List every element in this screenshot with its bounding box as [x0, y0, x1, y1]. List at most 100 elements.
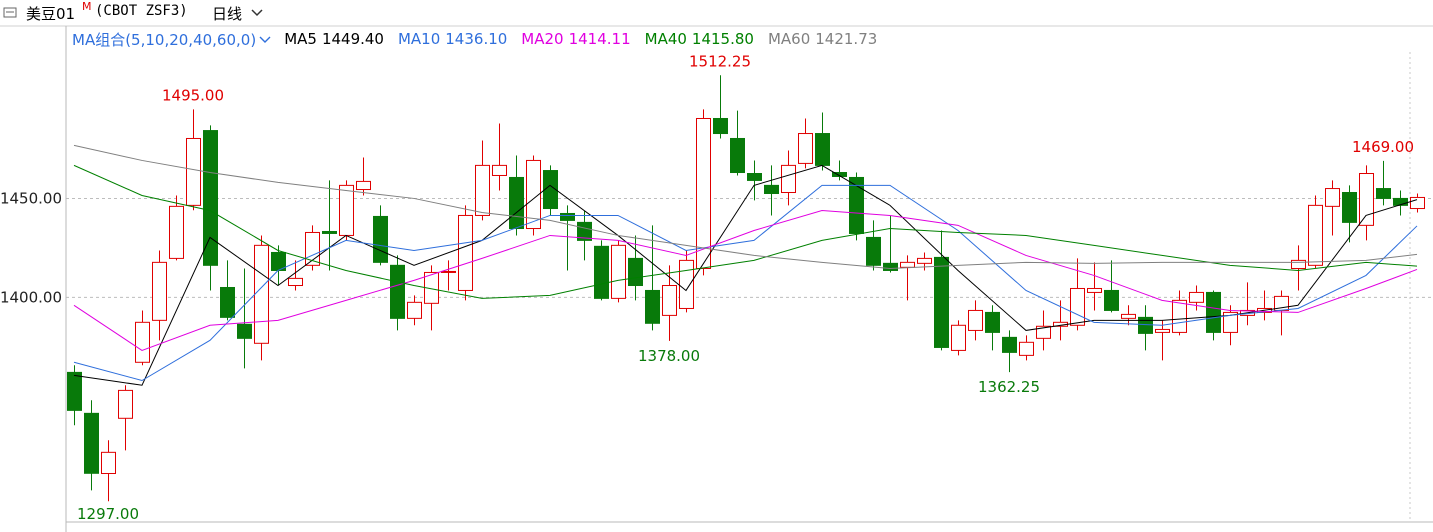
candle-body	[1002, 336, 1017, 353]
candle-body	[1342, 192, 1357, 223]
candle	[203, 125, 218, 291]
candle	[866, 220, 881, 271]
candle-body	[900, 261, 915, 268]
symbol-badge: M	[82, 0, 92, 13]
candle-body	[373, 215, 388, 263]
high-annotation: 1512.25	[689, 52, 751, 70]
candle-body	[883, 262, 898, 271]
menu-icon[interactable]	[2, 2, 22, 26]
low-annotation: 1362.25	[978, 378, 1040, 396]
candle	[492, 123, 507, 191]
candle	[1138, 305, 1153, 351]
candle-body	[424, 271, 439, 304]
candle	[781, 150, 796, 206]
candle	[968, 300, 983, 341]
candle-body	[339, 184, 354, 236]
candle	[1036, 310, 1051, 351]
candle	[543, 165, 558, 216]
candle-body	[1291, 259, 1306, 269]
candle-body	[611, 244, 626, 299]
candle	[934, 230, 949, 351]
candle-body	[220, 286, 235, 318]
ma-line	[73, 210, 1418, 351]
candle-body	[441, 270, 456, 273]
candle	[135, 310, 150, 366]
candle	[900, 255, 915, 301]
candle-body	[764, 184, 779, 194]
legend-value: 1449.40	[321, 30, 384, 48]
candle	[254, 235, 269, 361]
candle-body	[1274, 295, 1289, 311]
candle-body	[662, 285, 677, 316]
candle-body	[526, 159, 541, 230]
candle	[849, 172, 864, 241]
indicator-dropdown[interactable]	[258, 35, 272, 45]
candle-body	[1019, 341, 1034, 356]
ma-line	[73, 164, 1418, 386]
candle-body	[815, 133, 830, 166]
legend-value: 1414.11	[568, 30, 631, 48]
candle-body	[1104, 289, 1119, 311]
legend-item: MA20 1414.11	[521, 30, 630, 48]
candle	[339, 180, 354, 241]
indicator-selector[interactable]: MA组合(5,10,20,40,60,0)	[72, 29, 272, 50]
y-tick-label: 1450.00	[0, 189, 62, 207]
legend-name: MA10	[397, 30, 441, 48]
period-selector[interactable]: 日线	[212, 5, 243, 23]
candle	[458, 205, 473, 301]
candle	[1291, 245, 1306, 291]
legend-item: MA10 1436.10	[398, 30, 507, 48]
candle-body	[135, 321, 150, 363]
period-dropdown[interactable]	[250, 7, 264, 19]
candle	[84, 400, 99, 491]
candle-body	[152, 261, 167, 321]
candle-body	[390, 264, 405, 319]
candle-body	[1410, 196, 1425, 210]
candle	[288, 260, 303, 291]
candle	[1155, 320, 1170, 361]
candle-body	[560, 212, 575, 221]
candle-body	[1257, 307, 1272, 313]
legend-value: 1415.80	[691, 30, 754, 48]
candle-body	[849, 176, 864, 234]
candle	[322, 180, 337, 271]
candle	[67, 365, 82, 426]
symbol-code: (CBOT ZSF3)	[95, 3, 188, 19]
candle	[441, 260, 456, 291]
candle-body	[288, 277, 303, 287]
candle-body	[118, 389, 133, 419]
candle	[118, 385, 133, 451]
candle	[101, 440, 116, 502]
y-tick-label: 1400.00	[0, 288, 62, 306]
indicator-label[interactable]: MA组合(5,10,20,40,60,0)	[72, 30, 257, 49]
candle	[1376, 160, 1391, 206]
candle-body	[1189, 291, 1204, 303]
high-annotation: 1469.00	[1352, 138, 1414, 156]
candle	[951, 320, 966, 356]
candle	[1087, 262, 1102, 311]
candle	[152, 250, 167, 341]
candle	[628, 235, 643, 301]
legend-item: MA40 1415.80	[645, 30, 754, 48]
candle	[917, 252, 932, 271]
candle-body	[798, 133, 813, 164]
candle-body	[1308, 204, 1323, 266]
candle-body	[1172, 299, 1187, 333]
candle-body	[1070, 287, 1085, 326]
candle-body	[305, 231, 320, 266]
candle	[611, 240, 626, 303]
candle-body	[1121, 313, 1136, 319]
symbol-title: 美豆01	[26, 5, 76, 23]
candle-body	[1325, 188, 1340, 207]
candle-body	[543, 170, 558, 210]
candle-body	[1087, 287, 1102, 293]
candle-body	[407, 301, 422, 319]
candle-body	[169, 205, 184, 259]
candle	[832, 160, 847, 181]
candle	[560, 205, 575, 271]
legend-name: MA60	[767, 30, 811, 48]
candle-body	[968, 309, 983, 331]
candle-body	[832, 172, 847, 177]
candle	[1070, 258, 1085, 331]
